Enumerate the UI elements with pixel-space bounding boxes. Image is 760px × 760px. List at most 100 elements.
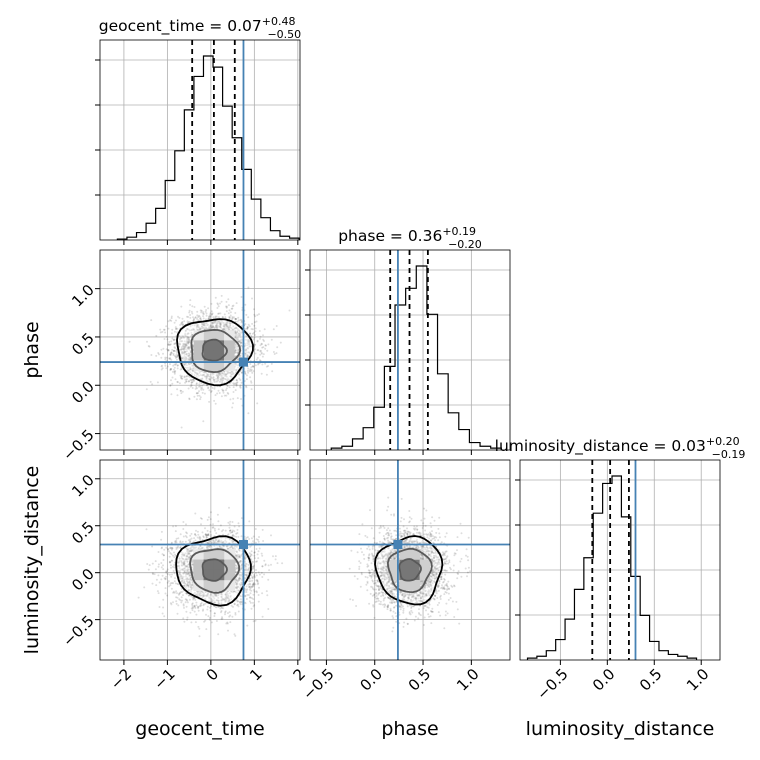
sample-point — [171, 382, 174, 385]
sample-point — [157, 563, 160, 566]
sample-point — [234, 329, 237, 332]
sample-point — [147, 345, 150, 347]
sample-point — [225, 387, 228, 390]
sample-point — [179, 348, 182, 351]
sample-point — [184, 381, 187, 384]
sample-point — [186, 342, 189, 345]
sample-point — [208, 317, 211, 320]
sample-point — [202, 323, 205, 325]
sample-point — [188, 598, 191, 601]
sample-point — [253, 313, 256, 316]
sample-point — [190, 379, 193, 382]
sample-point — [234, 317, 237, 320]
sample-point — [202, 323, 205, 326]
sample-point — [230, 373, 233, 376]
sample-point — [248, 325, 251, 328]
sample-point — [189, 346, 191, 349]
sample-point — [226, 372, 229, 375]
sample-point — [189, 335, 192, 338]
sample-point — [191, 323, 194, 326]
sample-point — [197, 533, 200, 536]
sample-point — [178, 343, 181, 346]
sample-point — [180, 323, 183, 326]
sample-point — [175, 328, 177, 330]
sample-point — [186, 320, 189, 323]
sample-point — [191, 609, 194, 612]
sample-point — [157, 592, 160, 595]
sample-point — [225, 389, 227, 392]
sample-point — [244, 352, 247, 355]
sample-point — [234, 362, 237, 365]
sample-point — [222, 607, 225, 610]
sample-point — [238, 355, 241, 358]
sample-point — [180, 305, 183, 308]
sample-point — [240, 371, 243, 374]
sample-point — [188, 368, 191, 371]
sample-point — [229, 621, 232, 624]
sample-point — [201, 391, 204, 394]
sample-point — [184, 344, 187, 347]
sample-point — [239, 318, 242, 321]
sample-point — [186, 337, 189, 340]
sample-point — [183, 347, 186, 350]
sample-point — [178, 382, 181, 385]
sample-point — [179, 368, 182, 371]
sample-point — [233, 602, 236, 605]
sample-point — [250, 366, 253, 369]
sample-point — [237, 349, 240, 351]
sample-point — [183, 358, 185, 361]
sample-point — [212, 321, 215, 324]
sample-point — [235, 334, 238, 337]
sample-point — [164, 331, 167, 334]
sample-point — [255, 358, 258, 361]
sample-point — [235, 384, 238, 387]
sample-point — [210, 326, 213, 329]
sample-point — [227, 312, 230, 315]
sample-point — [203, 392, 206, 395]
sample-point — [161, 367, 164, 370]
sample-point — [256, 339, 259, 342]
sample-point — [247, 594, 250, 596]
sample-point — [194, 512, 197, 515]
sample-point — [196, 323, 199, 326]
sample-point — [236, 329, 239, 332]
sample-point — [222, 321, 225, 324]
sample-point — [201, 377, 204, 380]
sample-point — [218, 322, 221, 325]
sample-point — [183, 345, 186, 348]
sample-point — [226, 370, 229, 373]
sample-point — [243, 354, 246, 357]
sample-point — [167, 550, 170, 553]
sample-point — [251, 371, 254, 374]
histogram-geocent_time — [116, 55, 300, 240]
sample-point — [183, 343, 186, 346]
sample-point — [220, 395, 223, 398]
sample-point — [240, 319, 243, 322]
sample-point — [267, 343, 270, 346]
panel-content — [100, 460, 300, 660]
sample-point — [239, 379, 242, 381]
sample-point — [236, 397, 239, 400]
sample-point — [157, 565, 160, 568]
sample-point — [184, 350, 187, 353]
sample-point — [197, 328, 200, 331]
sample-point — [195, 385, 198, 388]
sample-point — [193, 537, 196, 540]
sample-point — [227, 325, 230, 328]
sample-point — [202, 313, 205, 315]
sample-point — [229, 398, 232, 401]
sample-point — [231, 406, 234, 409]
sample-point — [234, 317, 237, 320]
sample-point — [220, 328, 223, 331]
sample-point — [208, 389, 211, 392]
sample-point — [219, 323, 222, 326]
sample-point — [185, 605, 188, 608]
sample-point — [173, 580, 176, 583]
sample-point — [240, 371, 243, 374]
sample-point — [186, 616, 189, 619]
sample-point — [215, 324, 218, 327]
sample-point — [188, 346, 191, 349]
sample-point — [260, 351, 263, 354]
sample-point — [232, 386, 235, 389]
sample-point — [204, 533, 207, 536]
